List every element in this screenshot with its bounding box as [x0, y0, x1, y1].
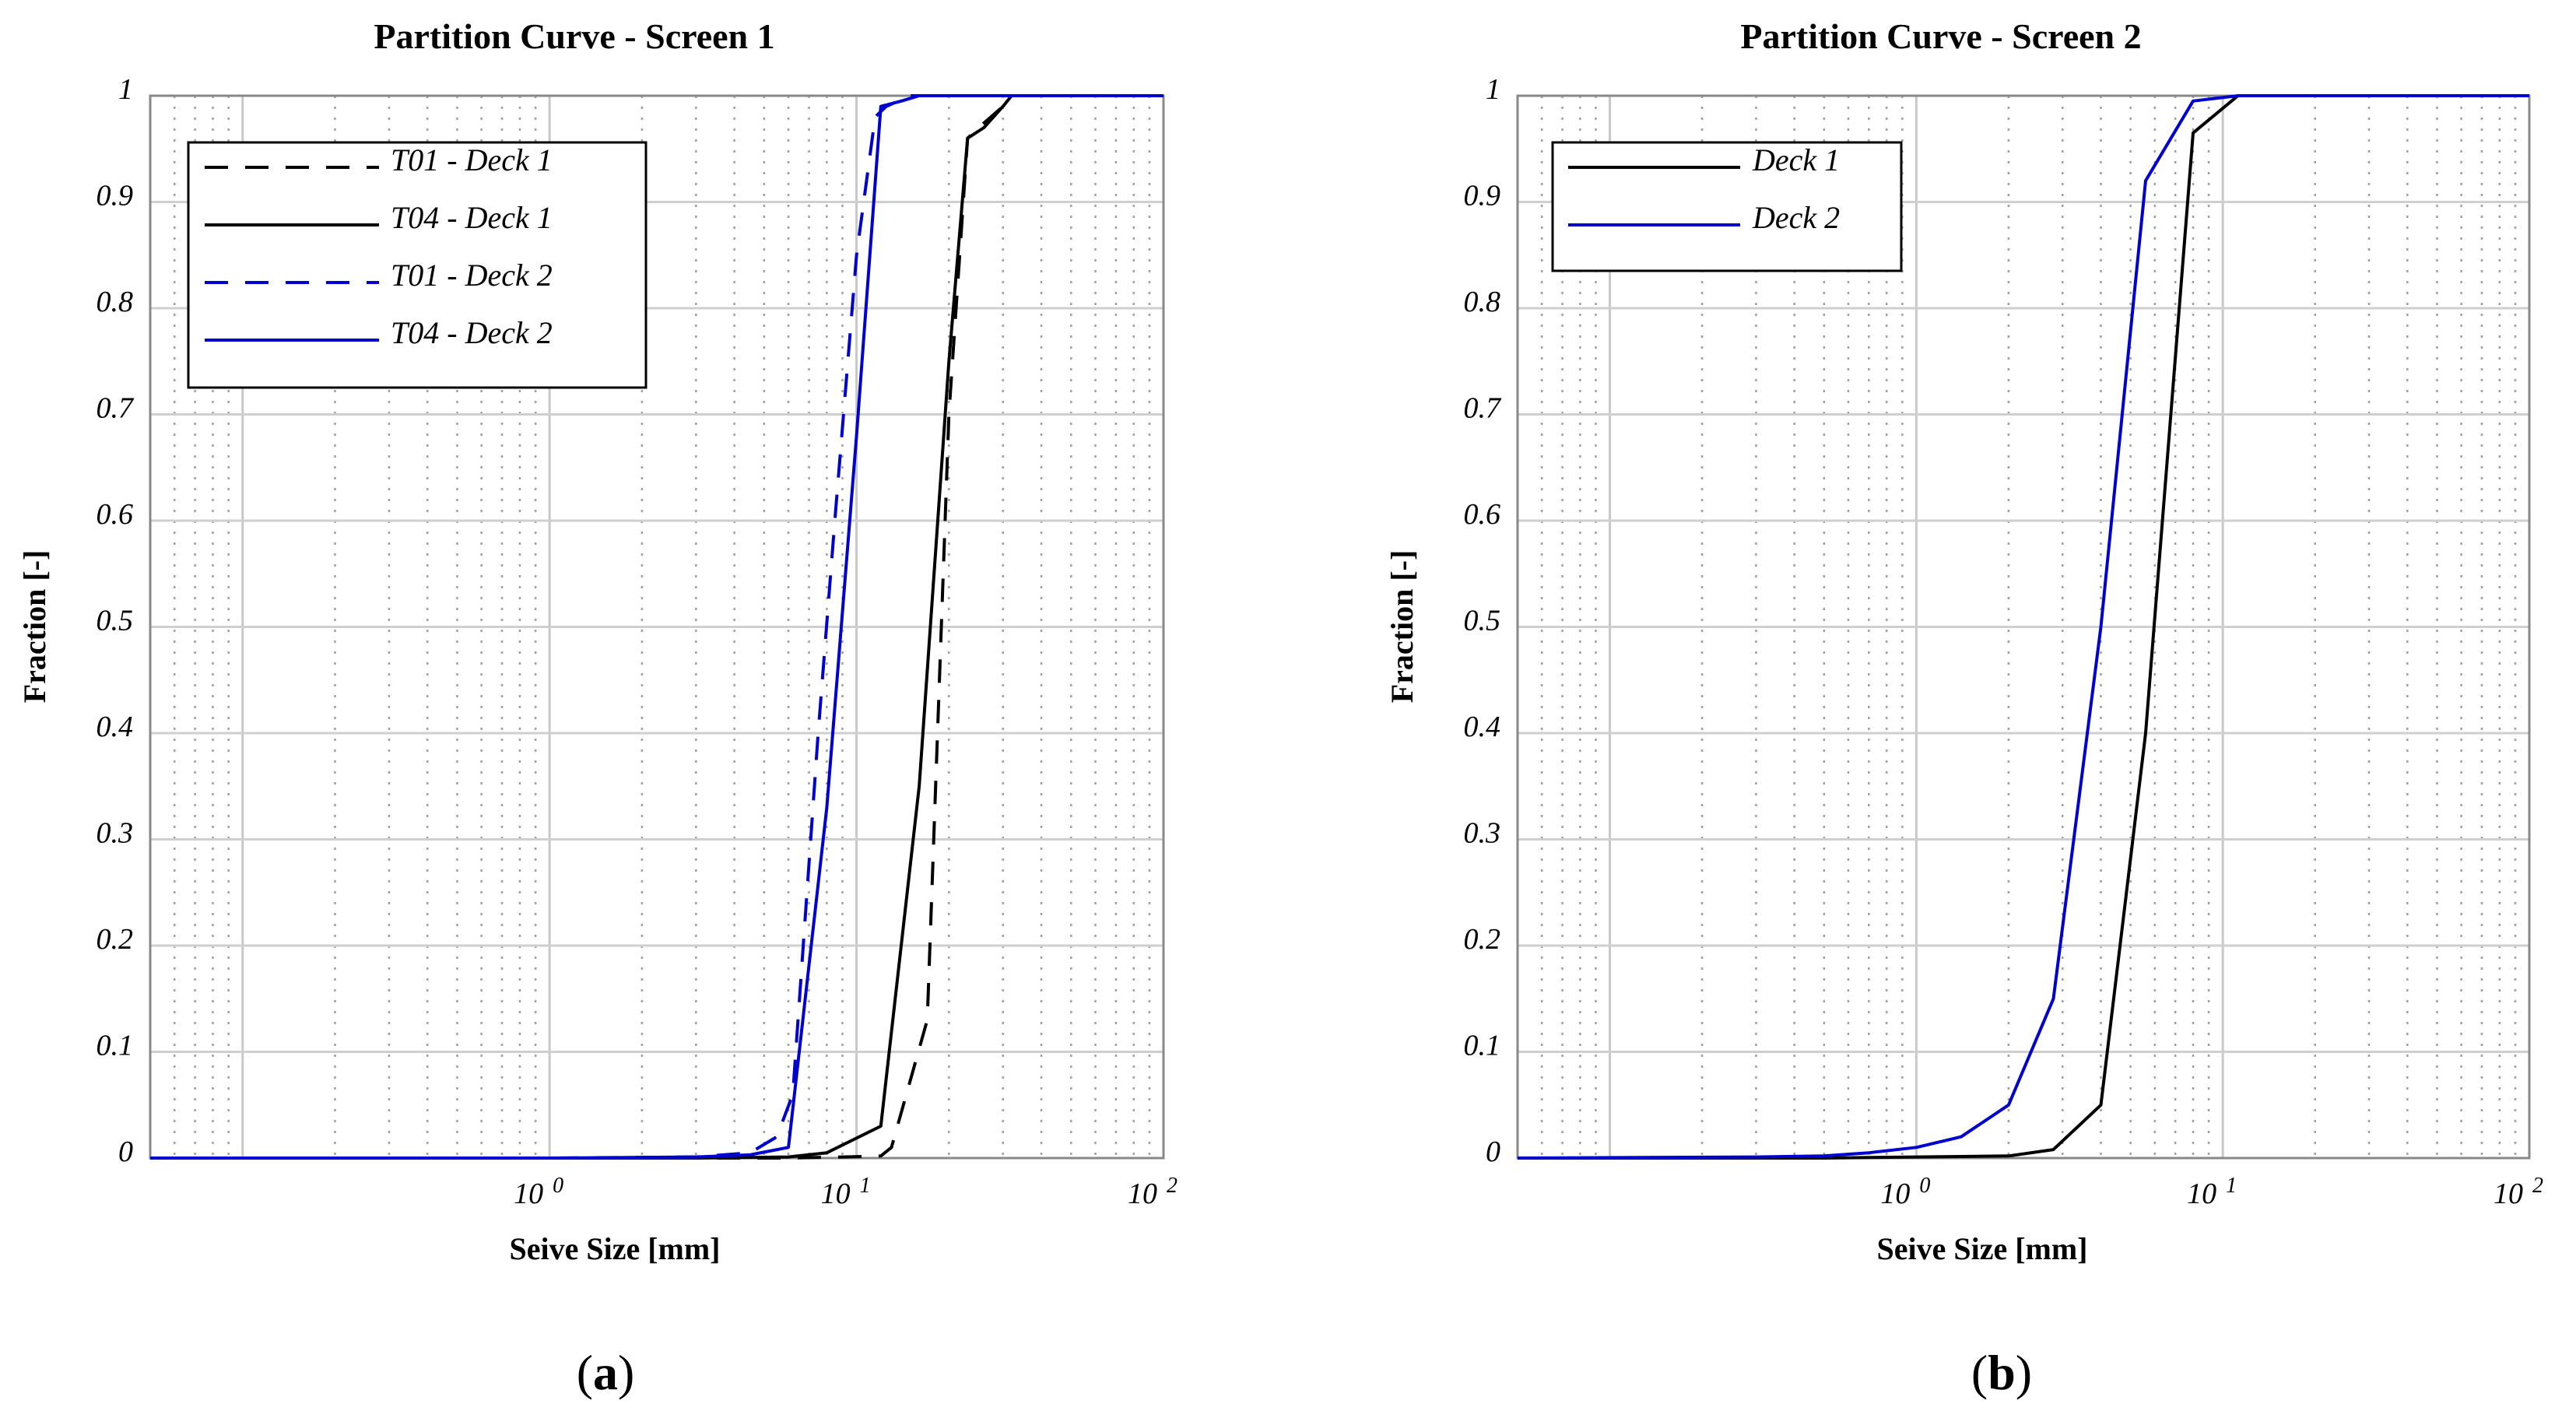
y-tick-label: 0.5 — [1464, 605, 1501, 637]
x-tick-labels: 10 0 10 1 10 2 — [514, 1174, 1177, 1210]
x-tick-label: 10 2 — [2494, 1174, 2543, 1210]
y-tick-label: 0 — [1486, 1135, 1500, 1168]
chart-title: Partition Curve - Screen 1 — [374, 16, 774, 56]
series-group — [1517, 94, 2529, 1160]
series-line-2 — [1517, 94, 2529, 1160]
legend: Deck 1 Deck 2 — [1551, 141, 1903, 272]
x-tick-label: 10 0 — [514, 1174, 563, 1210]
y-tick-label: 0.1 — [97, 1030, 134, 1062]
plot-frame — [1516, 94, 2531, 1160]
x-axis-label: Seive Size [mm] — [509, 1231, 720, 1266]
y-tick-labels: 0 0.1 0.2 0.3 0.4 0.5 0.6 0.7 0.8 0.9 1 — [97, 73, 135, 1168]
y-tick-label: 0.3 — [1464, 817, 1501, 850]
y-tick-label: 0.3 — [97, 817, 134, 850]
y-tick-label: 0.6 — [97, 498, 134, 531]
chart-panel-screen-1: Partition Curve - Screen 1 0 0.1 0.2 0.3 0.4… — [17, 16, 1177, 1400]
x-tick-labels: 10 0 10 1 10 2 — [1880, 1174, 2543, 1210]
legend: T01 - Deck 1 T04 - Deck 1 T01 - Deck 2 T04 … — [187, 141, 648, 389]
y-tick-label: 1 — [118, 73, 133, 106]
y-tick-label: 0.2 — [97, 923, 134, 956]
x-tick-label: 10 1 — [821, 1174, 871, 1210]
caption-letter: a — [593, 1345, 618, 1400]
panel-caption: (b) — [1971, 1345, 2032, 1400]
y-tick-label: 0 — [118, 1135, 133, 1168]
series-line-4 — [150, 94, 1163, 1160]
series-line-1 — [1518, 94, 2529, 1160]
chart-panel-screen-2: Partition Curve - Screen 2 0 0.1 0.2 0.3 0.4… — [1385, 16, 2543, 1400]
y-tick-label: 0.2 — [1464, 923, 1501, 956]
y-axis-label: Fraction [-] — [1385, 550, 1420, 704]
legend-label: Deck 2 — [1752, 200, 1840, 235]
legend-box — [1551, 141, 1903, 272]
y-tick-label: 0.9 — [1464, 180, 1501, 212]
panel-caption: (a) — [577, 1345, 635, 1400]
x-tick-label: 10 0 — [1880, 1174, 1930, 1210]
y-tick-label: 0.9 — [97, 180, 134, 212]
legend-box — [187, 141, 648, 389]
legend-label: T04 - Deck 2 — [391, 315, 553, 350]
x-tick-label: 10 2 — [1128, 1174, 1177, 1210]
caption-letter: b — [1988, 1345, 2016, 1400]
y-tick-label: 0.7 — [97, 392, 135, 425]
y-tick-label: 0.7 — [1464, 392, 1503, 425]
chart-title: Partition Curve - Screen 2 — [1740, 16, 2141, 56]
y-tick-label: 0.6 — [1464, 498, 1501, 531]
series-group — [150, 94, 1163, 1160]
y-axis-label: Fraction [-] — [17, 550, 52, 704]
x-axis-label: Seive Size [mm] — [1876, 1231, 2087, 1266]
y-tick-label: 0.5 — [97, 605, 134, 637]
legend-label: T01 - Deck 2 — [391, 258, 553, 293]
legend-label: Deck 1 — [1752, 142, 1840, 177]
y-tick-label: 1 — [1486, 73, 1500, 106]
legend-label: T04 - Deck 1 — [391, 200, 553, 235]
y-tick-labels: 0 0.1 0.2 0.3 0.4 0.5 0.6 0.7 0.8 0.9 1 — [1464, 73, 1503, 1168]
y-tick-label: 0.4 — [1464, 711, 1501, 743]
y-tick-label: 0.8 — [1464, 286, 1501, 318]
y-tick-label: 0.4 — [97, 711, 134, 743]
y-tick-label: 0.8 — [97, 286, 134, 318]
x-tick-label: 10 1 — [2187, 1174, 2237, 1210]
legend-label: T01 - Deck 1 — [391, 142, 553, 177]
y-tick-label: 0.1 — [1464, 1030, 1501, 1062]
